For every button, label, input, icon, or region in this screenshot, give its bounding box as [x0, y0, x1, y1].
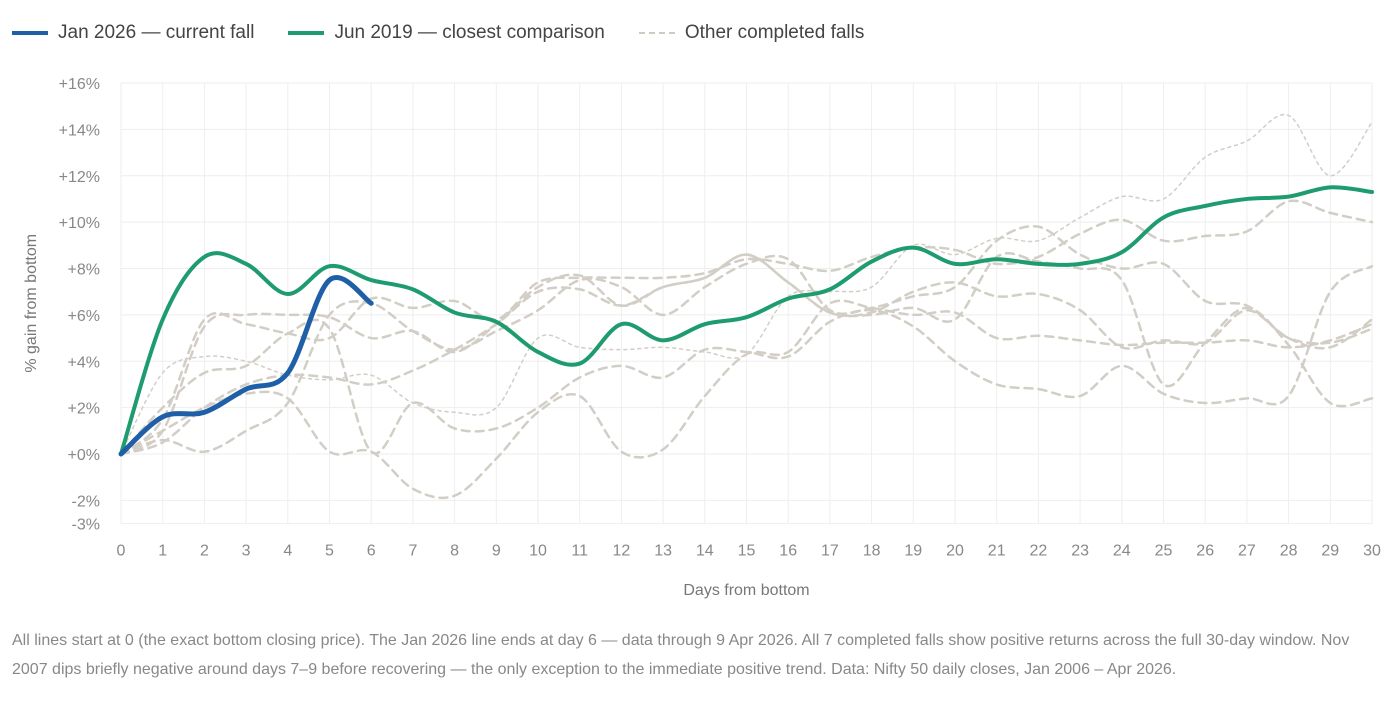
x-tick-label: 22 — [1030, 543, 1048, 560]
series-line-other-completed-falls — [119, 225, 1374, 456]
legend-item-other-falls[interactable]: Other completed falls — [638, 22, 865, 44]
x-tick-label: 10 — [529, 543, 547, 560]
line-chart: 0 1 2 3 4 5 6 7 8 9 10 11 12 13 14 15 16 17 18 19 20 21 22 23 24… — [23, 76, 1381, 599]
series-line-other-completed-falls — [119, 264, 1374, 456]
y-tick-label: +8% — [68, 262, 100, 279]
x-tick-label: 26 — [1196, 543, 1214, 560]
chart-caption: All lines start at 0 (the exact bottom c… — [12, 632, 1350, 678]
x-tick-label: 11 — [571, 543, 588, 560]
series-line-other-completed-falls — [119, 253, 1374, 456]
x-tick-label: 18 — [863, 543, 881, 560]
x-tick-label: 16 — [779, 543, 797, 560]
x-tick-label: 30 — [1363, 543, 1381, 560]
legend-label: Jun 2019 — closest comparison — [334, 22, 605, 43]
legend-label: Other completed falls — [684, 22, 865, 43]
x-tick-label: 29 — [1321, 543, 1339, 560]
x-tick-label: 24 — [1113, 543, 1131, 560]
series-line-other-completed-falls — [120, 113, 1373, 455]
x-tick-label: 12 — [613, 543, 631, 560]
legend-item-jan-2026[interactable]: Jan 2026 — current fall — [12, 22, 254, 44]
x-tick-label: 23 — [1071, 543, 1089, 560]
x-tick-label: 3 — [242, 543, 251, 560]
x-axis-label: Days from bottom — [683, 582, 809, 599]
x-tick-label: 5 — [325, 543, 334, 560]
legend-swatch — [638, 32, 675, 34]
y-tick-label: +2% — [68, 401, 100, 418]
y-tick-label: +14% — [59, 122, 100, 139]
x-tick-label: 9 — [492, 543, 501, 560]
y-tick-label: +0% — [68, 447, 100, 464]
y-tick-label: +16% — [59, 76, 100, 93]
legend-label: Jan 2026 — current fall — [58, 22, 255, 43]
series-line-other-completed-falls — [119, 299, 1374, 500]
y-tick-label: -2% — [72, 493, 100, 510]
legend-swatch — [12, 31, 48, 35]
y-tick-label: -3% — [72, 517, 100, 534]
x-tick-label: 21 — [988, 543, 1006, 560]
y-tick-label: +4% — [68, 354, 100, 371]
x-tick-label: 17 — [821, 543, 839, 560]
x-tick-label: 8 — [450, 543, 459, 560]
x-tick-label: 15 — [738, 543, 756, 560]
x-tick-label: 7 — [408, 543, 417, 560]
x-tick-label: 4 — [283, 543, 292, 560]
x-tick-label: 28 — [1280, 543, 1298, 560]
legend-item-jun-2019[interactable]: Jun 2019 — closest comparison — [288, 22, 605, 44]
x-tick-label: 2 — [200, 543, 209, 560]
series-line-jun-2019-closest-comparison — [119, 185, 1374, 456]
series-line-other-completed-falls — [119, 199, 1374, 456]
x-tick-label: 13 — [654, 543, 672, 560]
x-tick-label: 19 — [904, 543, 922, 560]
x-tick-label: 25 — [1155, 543, 1173, 560]
legend-swatch — [288, 31, 325, 35]
x-tick-label: 1 — [158, 543, 167, 560]
x-tick-label: 14 — [696, 543, 714, 560]
y-axis-label: % gain from bottom — [23, 234, 40, 373]
x-tick-label: 20 — [946, 543, 964, 560]
y-tick-label: +12% — [59, 169, 100, 186]
x-tick-label: 6 — [367, 543, 376, 560]
x-tick-label: 0 — [117, 543, 126, 560]
series-line-other-completed-falls — [119, 252, 1374, 456]
x-tick-label: 27 — [1238, 543, 1256, 560]
y-tick-label: +10% — [59, 215, 100, 232]
series-line-jan-2026-current-fall — [118, 275, 374, 457]
y-tick-label: +6% — [68, 308, 100, 325]
legend: Jan 2026 — current fall Jun 2019 — close… — [12, 22, 864, 44]
